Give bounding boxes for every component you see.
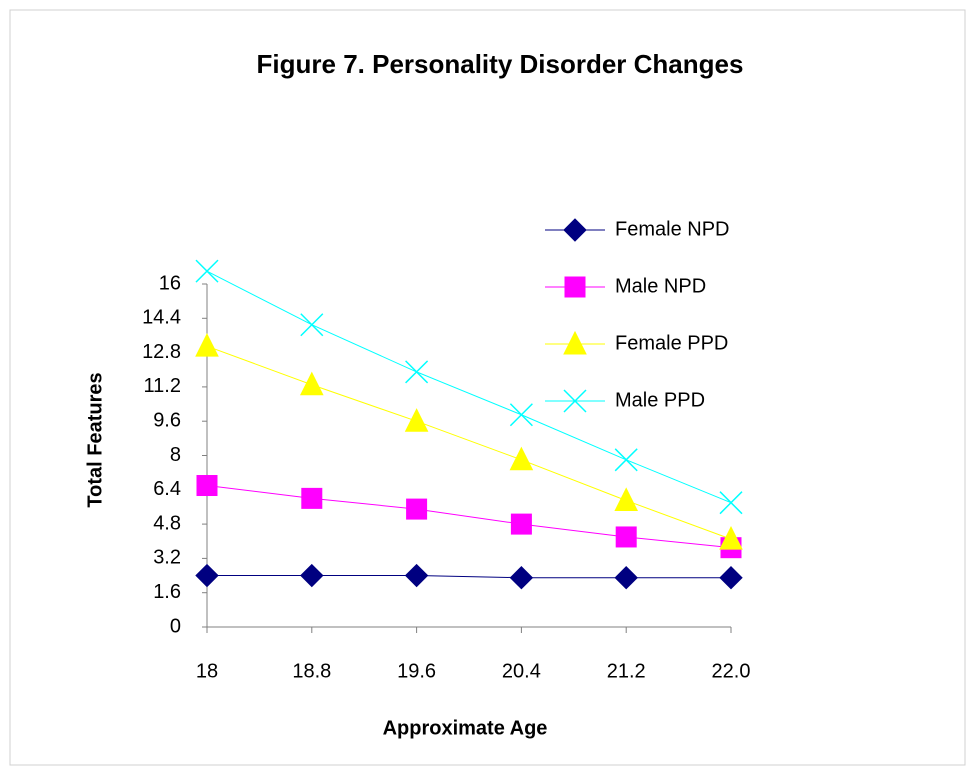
marker-square [301,487,323,509]
marker-diamond [195,563,219,588]
marker-triangle [614,487,639,512]
chart-frame [9,9,966,766]
series-line [206,270,732,504]
marker-square [510,513,532,535]
legend-label: Female PPD [615,332,728,354]
y-tick-label: 6.4 [153,478,181,500]
y-tick-label: 3.2 [153,547,181,569]
marker-triangle [563,330,587,355]
marker-x [509,403,533,427]
y-tick-label: 12.8 [142,341,181,363]
marker-diamond [614,565,638,590]
x-tick-label: 20.4 [502,660,541,682]
marker-diamond [300,563,324,588]
y-tick-label: 9.6 [153,409,181,431]
marker-square [196,475,218,497]
marker-diamond [404,563,429,588]
marker-diamond [509,565,534,590]
marker-square [406,498,428,520]
marker-x [719,491,743,515]
x-axis-label: Approximate Age [383,717,548,739]
marker-triangle [195,333,219,357]
marker-x [614,448,638,472]
marker-diamond [563,218,587,242]
x-tick-label: 21.2 [607,660,646,682]
series-line [206,485,732,549]
legend-label: Female NPD [615,218,729,240]
x-tick-label: 22.0 [712,660,751,682]
y-tick-label: 8 [170,444,181,466]
marker-triangle [299,371,324,396]
marker-triangle [719,525,743,550]
marker-triangle [404,408,429,432]
marker-x [405,360,429,384]
marker-square [564,276,586,298]
x-tick-label: 18 [196,660,218,682]
y-tick-label: 11.2 [144,375,181,397]
y-tick-label: 14.4 [142,307,181,329]
marker-diamond [719,565,743,590]
y-tick-label: 1.6 [153,581,181,603]
series-line [206,345,732,540]
y-tick-label: 0 [170,615,181,637]
x-tick-label: 19.6 [397,660,436,682]
marker-x [300,313,324,337]
marker-square [615,526,637,548]
marker-x [563,389,587,413]
legend-label: Male PPD [615,389,705,411]
y-tick-label: 4.8 [153,512,181,534]
legend-label: Male NPD [615,275,706,297]
y-tick-label: 16 [159,272,181,294]
y-axis-label: Total Features [84,372,106,507]
series-line [207,575,731,579]
x-tick-label: 18.8 [292,660,331,682]
marker-triangle [509,446,534,471]
chart-title: Figure 7. Personality Disorder Changes [257,49,744,79]
marker-x [195,259,219,283]
